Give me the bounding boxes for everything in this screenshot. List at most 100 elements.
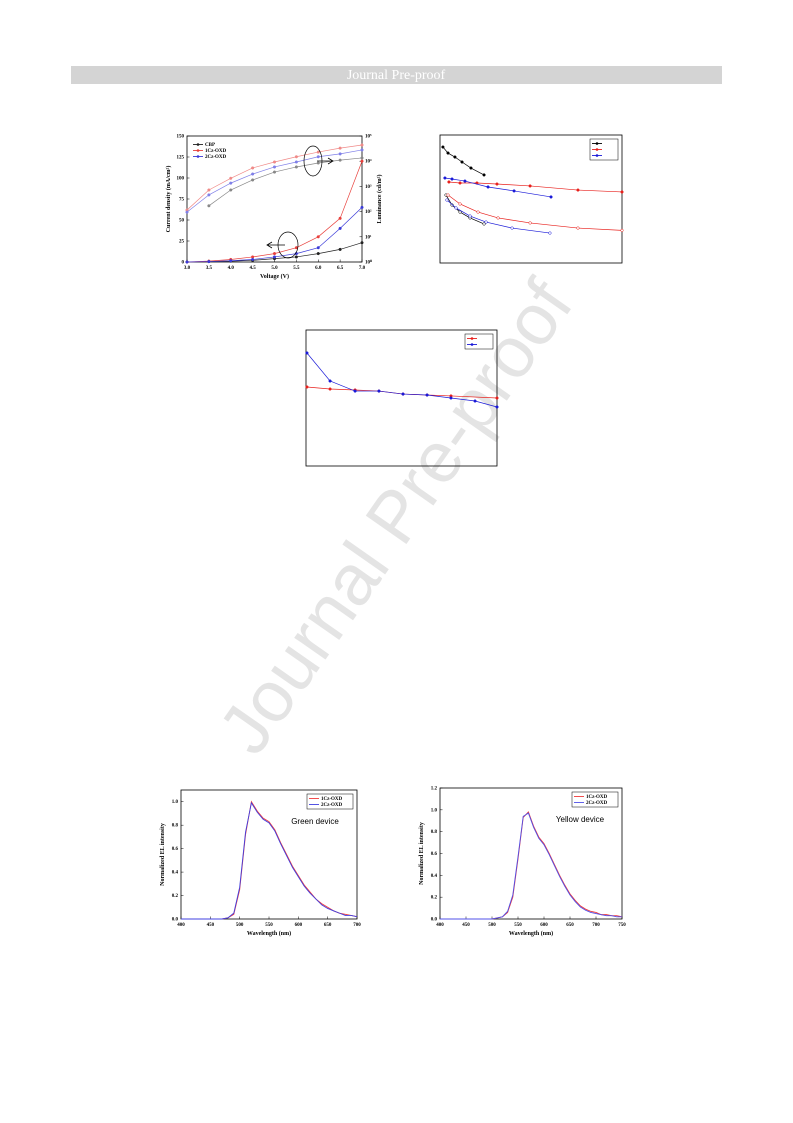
data-point bbox=[207, 260, 211, 264]
y2-tick-label: 10⁴ bbox=[365, 159, 372, 165]
y-tick-label: 1.0 bbox=[431, 808, 438, 813]
data-point bbox=[512, 189, 516, 193]
series-line bbox=[208, 157, 363, 207]
data-point bbox=[377, 389, 381, 393]
data-point bbox=[207, 188, 211, 192]
data-point bbox=[305, 351, 309, 355]
y-tick-label: 0.0 bbox=[431, 918, 438, 923]
series-line bbox=[186, 161, 363, 263]
data-point bbox=[482, 173, 486, 177]
data-point bbox=[441, 145, 445, 149]
annotation-arrow bbox=[317, 157, 334, 165]
legend-marker bbox=[595, 154, 599, 157]
y-tick-label: 150 bbox=[177, 135, 185, 140]
legend-label: 2Cz-OXD bbox=[205, 155, 226, 160]
x-tick-label: 4.0 bbox=[228, 266, 235, 271]
series-line bbox=[444, 177, 552, 198]
data-point bbox=[185, 260, 189, 264]
y-tick-label: 0.4 bbox=[172, 871, 179, 876]
y-axis-title: Normalized EL intensity bbox=[160, 823, 166, 886]
data-point bbox=[510, 226, 514, 230]
data-point bbox=[360, 159, 364, 163]
x-tick-label: 650 bbox=[566, 923, 574, 928]
y-tick-label: 0.0 bbox=[172, 918, 179, 923]
data-point bbox=[576, 226, 580, 230]
data-point bbox=[443, 176, 447, 180]
x-tick-label: 450 bbox=[207, 923, 215, 928]
x-tick-label: 450 bbox=[462, 923, 470, 928]
series-line bbox=[446, 199, 550, 234]
data-point bbox=[620, 228, 624, 232]
data-point bbox=[338, 158, 342, 162]
data-point bbox=[425, 393, 429, 397]
legend-marker bbox=[595, 142, 599, 145]
x-tick-label: 6.0 bbox=[315, 266, 322, 271]
x-tick-label: 3.5 bbox=[206, 266, 213, 271]
x-tick-label: 700 bbox=[353, 923, 361, 928]
data-point bbox=[463, 179, 467, 183]
data-point bbox=[450, 203, 454, 207]
data-point bbox=[576, 188, 580, 192]
x-tick-label: 550 bbox=[265, 923, 273, 928]
series-line bbox=[181, 801, 358, 920]
series-line bbox=[440, 812, 622, 920]
x-tick-label: 3.0 bbox=[184, 266, 191, 271]
y-axis-title: Normalized EL intensity bbox=[419, 822, 425, 885]
data-point bbox=[482, 222, 486, 226]
data-point bbox=[360, 241, 364, 245]
data-point bbox=[360, 143, 364, 147]
y-tick-label: 0.8 bbox=[431, 830, 438, 835]
y-axis-title: Current density (mA/cm²) bbox=[165, 166, 172, 233]
data-point bbox=[316, 252, 320, 256]
header-bar bbox=[71, 66, 722, 84]
y-tick-label: 0.6 bbox=[431, 852, 438, 857]
plot-frame bbox=[439, 787, 623, 920]
x-tick-label: 400 bbox=[436, 923, 444, 928]
y-tick-label: 0.2 bbox=[172, 894, 179, 899]
x-tick-label: 4.5 bbox=[250, 266, 257, 271]
legend-marker bbox=[196, 143, 200, 146]
y-tick-label: 1.2 bbox=[431, 787, 438, 792]
legend-label: CBP bbox=[205, 143, 215, 148]
data-point bbox=[446, 151, 450, 155]
y2-axis-title: Luminance (cd/m²) bbox=[376, 175, 383, 224]
data-point bbox=[316, 235, 320, 239]
data-point bbox=[360, 148, 364, 152]
x-tick-label: 6.5 bbox=[337, 266, 344, 271]
data-point bbox=[305, 385, 309, 389]
data-point bbox=[316, 155, 320, 159]
data-point bbox=[458, 181, 462, 185]
data-point bbox=[401, 392, 405, 396]
x-tick-label: 550 bbox=[514, 923, 522, 928]
x-tick-label: 500 bbox=[236, 923, 244, 928]
data-point bbox=[338, 146, 342, 150]
data-point bbox=[447, 180, 451, 184]
data-point bbox=[548, 231, 552, 235]
data-point bbox=[229, 188, 233, 192]
data-point bbox=[495, 182, 499, 186]
y2-tick-label: 10³ bbox=[365, 184, 372, 190]
series-line bbox=[445, 194, 485, 225]
annotation: Yellow device bbox=[556, 815, 605, 824]
data-point bbox=[338, 247, 342, 251]
data-point bbox=[338, 216, 342, 220]
data-point bbox=[486, 185, 490, 189]
legend-box bbox=[464, 333, 494, 350]
y-tick-label: 1.0 bbox=[172, 800, 179, 805]
data-point bbox=[453, 155, 457, 159]
legend-marker bbox=[470, 337, 474, 340]
data-point bbox=[229, 259, 233, 263]
header-title: Journal Pre-proof bbox=[347, 68, 446, 83]
data-point bbox=[294, 160, 298, 164]
legend-label: 1Cz-OXD bbox=[321, 797, 342, 802]
data-point bbox=[316, 161, 320, 165]
data-point bbox=[251, 172, 255, 176]
data-point bbox=[294, 165, 298, 169]
data-point bbox=[316, 150, 320, 154]
data-point bbox=[229, 176, 233, 180]
watermark: Journal Pre-proof bbox=[204, 266, 589, 768]
plot-frame bbox=[180, 789, 358, 920]
data-point bbox=[495, 396, 499, 400]
data-point bbox=[338, 226, 342, 230]
